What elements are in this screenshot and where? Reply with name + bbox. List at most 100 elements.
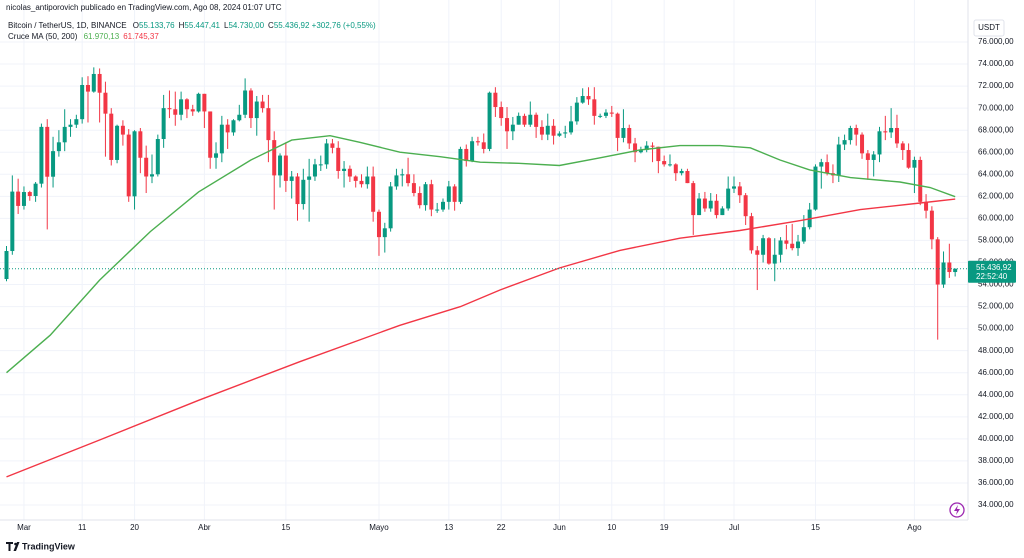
candle-body	[464, 148, 469, 162]
candle-body	[278, 155, 283, 176]
y-tick-label: 68.000,00	[978, 125, 1014, 134]
candle-body	[382, 228, 387, 238]
candle-body	[62, 126, 67, 143]
y-tick-label: 62.000,00	[978, 191, 1014, 200]
y-tick-label: 72.000,00	[978, 81, 1014, 90]
candle-body	[650, 145, 655, 147]
legend: Bitcoin / TetherUS, 1D, BINANCE O55.133,…	[8, 21, 376, 30]
ma-value: 61.970,13	[84, 32, 120, 41]
candle-body	[115, 125, 120, 160]
candle-body	[673, 164, 678, 174]
ma-title: Cruce MA (50, 200)	[8, 32, 78, 41]
ohlc-key: O	[133, 21, 139, 30]
candle-body	[615, 113, 620, 138]
candle-body	[126, 134, 131, 197]
candle-body	[761, 238, 766, 255]
candle-body	[592, 99, 597, 116]
candle-body	[27, 192, 32, 197]
y-tick-label: 70.000,00	[978, 103, 1014, 112]
candle-body	[662, 161, 667, 165]
x-tick-label: 22	[497, 523, 506, 532]
candle-body	[214, 153, 219, 158]
candle-body	[435, 209, 440, 211]
x-tick-label: 11	[78, 523, 87, 532]
candle-body	[219, 124, 224, 154]
candle-body	[283, 155, 288, 181]
candle-body	[289, 176, 294, 181]
y-tick-label: 66.000,00	[978, 147, 1014, 156]
candle-body	[470, 141, 475, 162]
y-tick-label: 52.000,00	[978, 302, 1014, 311]
plot	[0, 67, 968, 478]
candle-body	[563, 132, 568, 134]
candle-body	[342, 168, 347, 171]
candle-body	[801, 227, 806, 242]
candle-body	[144, 157, 149, 177]
moving-average	[6, 198, 956, 478]
candle-body	[912, 159, 917, 168]
candle-body	[860, 134, 865, 154]
y-tick-label: 46.000,00	[978, 368, 1014, 377]
candle-body	[534, 114, 539, 127]
x-tick-label: 20	[130, 523, 139, 532]
y-tick-label: 34.000,00	[978, 500, 1014, 509]
candle-body	[324, 143, 329, 165]
candle-body	[330, 143, 335, 148]
candle-body	[854, 127, 859, 135]
candle-body	[755, 250, 760, 255]
x-tick-label: 15	[281, 523, 290, 532]
candle-body	[10, 191, 15, 252]
candle-body	[39, 126, 44, 184]
candle-body	[4, 251, 9, 280]
ma-legend: Cruce MA (50, 200) 61.970,13 61.745,37	[8, 32, 159, 41]
candle-body	[551, 125, 556, 136]
currency-box[interactable]	[973, 19, 1005, 37]
candle-body	[697, 198, 702, 216]
ohlc-value: 55.133,76	[139, 21, 175, 30]
candle-body	[790, 243, 795, 249]
y-tick-label: 74.000,00	[978, 59, 1014, 68]
candle-body	[900, 143, 905, 151]
ohlc-value: 54.730,00	[228, 21, 264, 30]
candle-body	[528, 114, 533, 125]
candle-body	[720, 208, 725, 216]
candle-body	[633, 143, 638, 153]
candle-body	[935, 239, 940, 285]
candle-body	[132, 131, 137, 197]
candle-body	[743, 195, 748, 217]
y-tick-label: 40.000,00	[978, 434, 1014, 443]
candle-body	[580, 96, 585, 103]
candle-body	[161, 108, 166, 140]
candle-body	[627, 127, 632, 144]
candle-body	[365, 176, 370, 185]
candle-body	[505, 118, 510, 132]
candle-body	[295, 176, 300, 205]
candle-body	[208, 111, 213, 158]
symbol: Bitcoin / TetherUS, 1D, BINANCE	[8, 21, 127, 30]
ohlc-key: C	[268, 21, 274, 30]
candle-body	[388, 186, 393, 229]
candle-body	[737, 186, 742, 196]
candle-body	[929, 210, 934, 240]
change: +302,76 (+0,55%)	[312, 21, 376, 30]
y-tick-label: 48.000,00	[978, 346, 1014, 355]
candle-body	[179, 99, 184, 115]
candle-body	[493, 92, 498, 108]
candle-body	[877, 131, 882, 155]
ohlc-key: H	[179, 21, 185, 30]
candle-body	[644, 145, 649, 151]
candle-body	[499, 107, 504, 119]
candle-body	[766, 238, 771, 264]
y-tick-label: 60.000,00	[978, 213, 1014, 222]
publisher: nicolas_antiporovich publicado en Tradin…	[6, 3, 282, 12]
candle-body	[167, 108, 172, 110]
y-tick-label: 58.000,00	[978, 236, 1014, 245]
candle-body	[522, 115, 527, 125]
last-price: 55.436,92	[976, 263, 1012, 272]
candle-body	[702, 198, 707, 209]
candle-body	[918, 159, 923, 202]
candle-body	[155, 139, 160, 175]
candle-body	[848, 127, 853, 141]
event-icon[interactable]	[949, 502, 965, 518]
